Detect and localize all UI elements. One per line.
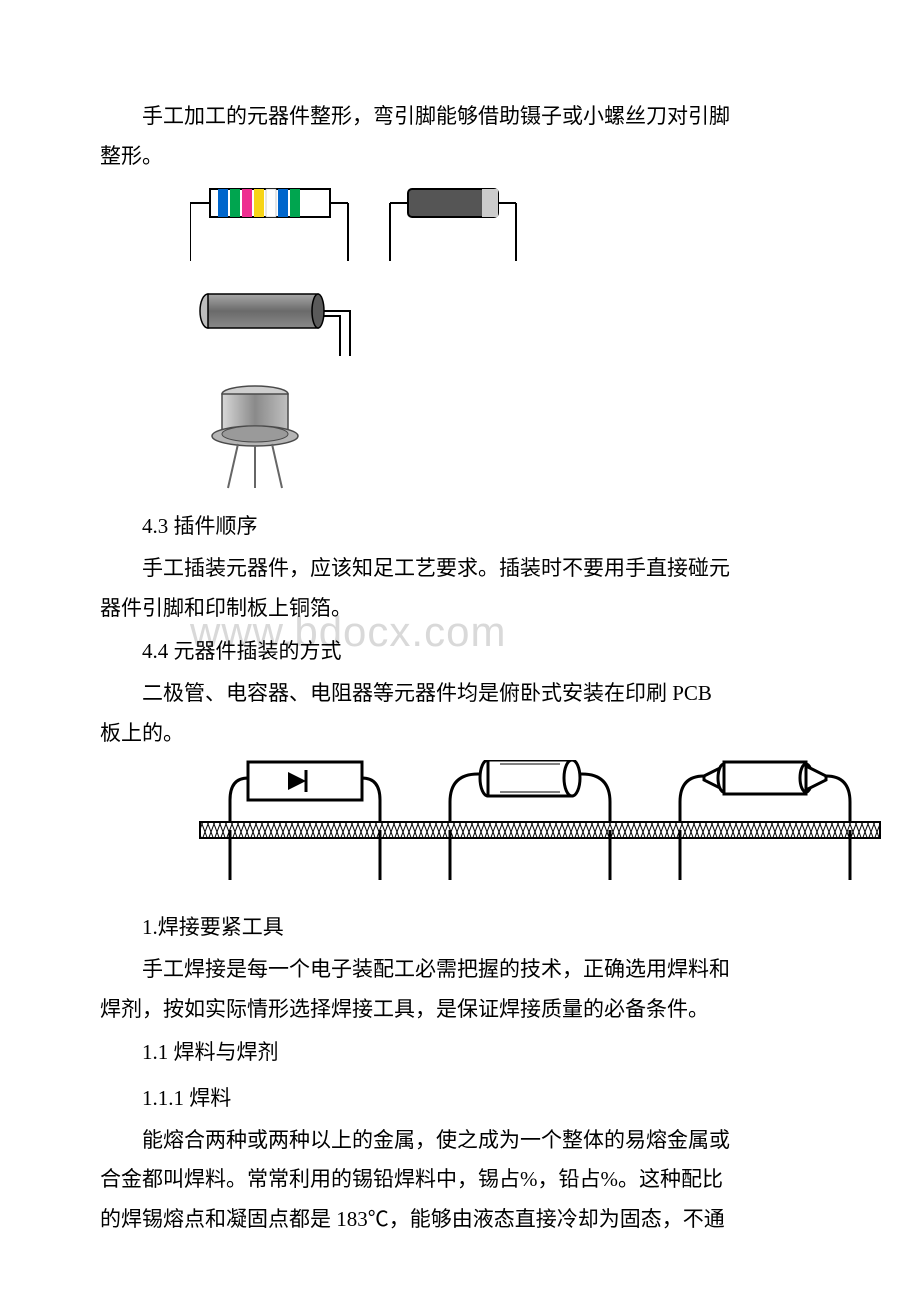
transistor-icon — [212, 386, 298, 488]
paragraph-4b: 焊剂，按如实际情形选择焊接工具，是保证焊接质量的必备条件。 — [100, 993, 820, 1027]
resistor-icon — [190, 189, 348, 261]
heading-4-4-num: 4.4 — [142, 639, 174, 663]
paragraph-3a: 二极管、电容器、电阻器等元器件均是俯卧式安装在印刷 PCB — [100, 677, 820, 711]
diode-icon — [390, 189, 516, 261]
heading-4-3: 4.3 插件顺序 — [142, 508, 820, 546]
paragraph-3b: 板上的。 — [100, 717, 820, 751]
paragraph-1a-text: 手工加工的元器件整形，弯引脚能够借助镊子或小螺丝刀对引脚 — [142, 104, 730, 128]
paragraph-5a: 能熔合两种或两种以上的金属，使之成为一个整体的易熔金属或 — [100, 1124, 820, 1158]
paragraph-1b: 整形。 — [100, 140, 820, 174]
heading-1-1-num: 1.1 — [142, 1040, 174, 1064]
figure2-svg — [190, 760, 890, 890]
heading-1-1-1: 1.1.1 焊料 — [142, 1080, 820, 1118]
heading-4-4: 4.4 元器件插装的方式 — [142, 633, 820, 671]
heading-1-1: 1.1 焊料与焊剂 — [142, 1034, 820, 1072]
heading-4-3-text: 插件顺序 — [174, 514, 258, 538]
figure-components-bent-leads — [190, 181, 820, 496]
capacitor-icon — [200, 294, 350, 356]
paragraph-4a: 手工焊接是每一个电子装配工必需把握的技术，正确选用焊料和 — [100, 953, 820, 987]
heading-1-1-text: 焊料与焊剂 — [174, 1040, 279, 1064]
heading-1-1-1-text: 焊料 — [189, 1086, 231, 1110]
mounted-resistor-icon — [450, 760, 610, 880]
figure1-svg — [190, 181, 550, 491]
paragraph-2b: 器件引脚和印制板上铜箔。 — [100, 592, 820, 626]
paragraph-5c: 的焊锡熔点和凝固点都是 183℃，能够由液态直接冷却为固态，不通 — [100, 1203, 820, 1237]
figure-horizontal-mounting — [190, 760, 820, 895]
heading-1-text: 焊接要紧工具 — [158, 915, 284, 939]
heading-1: 1.焊接要紧工具 — [142, 909, 820, 947]
heading-1-num: 1. — [142, 915, 158, 939]
heading-4-4-text: 元器件插装的方式 — [174, 639, 342, 663]
heading-4-3-num: 4.3 — [142, 514, 174, 538]
paragraph-5b: 合金都叫焊料。常常利用的锡铅焊料中，锡占%，铅占%。这种配比 — [100, 1163, 820, 1197]
heading-1-1-1-num: 1.1.1 — [142, 1086, 189, 1110]
paragraph-2a: 手工插装元器件，应该知足工艺要求。插装时不要用手直接碰元 — [100, 552, 820, 586]
page-content: 手工加工的元器件整形，弯引脚能够借助镊子或小螺丝刀对引脚 整形。 — [100, 100, 820, 1237]
paragraph-1: 手工加工的元器件整形，弯引脚能够借助镊子或小螺丝刀对引脚 — [100, 100, 820, 134]
